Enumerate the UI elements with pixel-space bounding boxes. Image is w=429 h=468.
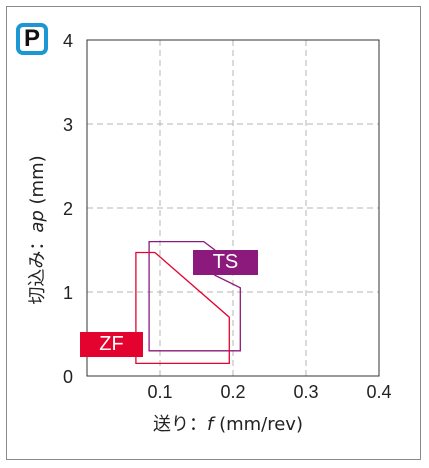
x-axis-label-prefix: 送り： [153, 414, 208, 435]
x-axis-label: 送り：f (mm/rev) [153, 410, 303, 436]
y-axis-label-prefix: 切込み： [27, 232, 48, 305]
y-tick-label: 4 [63, 31, 73, 51]
product-badge: P [16, 23, 48, 55]
series-label-ts: TS [193, 250, 258, 275]
y-axis-label-var: ap [27, 210, 48, 233]
chart-frame [6, 6, 421, 460]
y-tick-label: 2 [63, 199, 73, 219]
plot-area-border [86, 39, 380, 377]
y-axis-label-unit: (mm) [27, 155, 48, 211]
badge-letter: P [20, 27, 44, 51]
series-label-zf: ZF [80, 332, 143, 357]
x-axis-label-unit: (mm/rev) [213, 414, 303, 435]
grid-lines [87, 40, 379, 376]
y-tick-label: 0 [63, 367, 73, 387]
y-tick-label: 3 [63, 115, 73, 135]
x-tick-label: 0.4 [366, 382, 391, 402]
series-region-ts [148, 240, 241, 352]
y-tick-label: 1 [63, 283, 73, 303]
y-axis-label: 切込み：ap (mm) [23, 155, 49, 304]
x-tick-label: 0.3 [293, 382, 318, 402]
x-tick-label: 0.2 [220, 382, 245, 402]
tick-labels: 0.1 0.2 0.3 0.4 0 1 2 3 4 [63, 31, 392, 402]
x-axis-label-var: f [207, 414, 214, 435]
x-tick-label: 0.1 [147, 382, 172, 402]
